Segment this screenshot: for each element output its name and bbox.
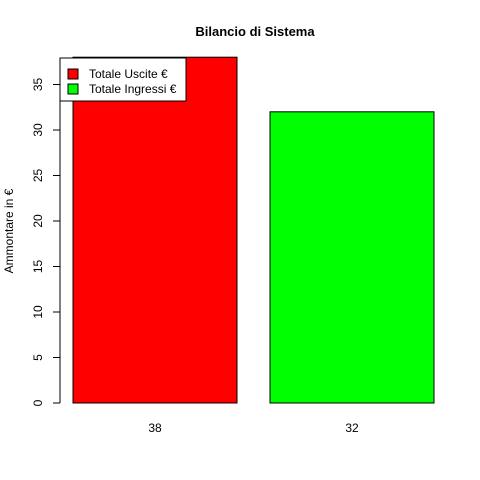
y-axis: 0 5 10 15 20 25 30 35	[31, 78, 61, 406]
y-tick-label-25: 25	[31, 169, 45, 183]
bar-38	[72, 56, 238, 404]
chart-title: Bilancio di Sistema	[195, 24, 315, 39]
legend-swatch-1	[67, 83, 79, 95]
y-tick-label-35: 35	[31, 78, 45, 92]
legend-swatch-0	[67, 68, 79, 80]
y-tick-label-0: 0	[31, 399, 45, 406]
x-tick-labels: 38 32	[148, 421, 359, 435]
legend: Totale Uscite €Totale Ingressi €	[59, 57, 187, 102]
y-tick-label-15: 15	[31, 260, 45, 274]
y-tick-label-10: 10	[31, 305, 45, 319]
legend-label-1: Totale Ingressi €	[89, 82, 177, 96]
legend-box	[59, 57, 187, 102]
y-tick-label-30: 30	[31, 123, 45, 137]
y-tick-label-20: 20	[31, 214, 45, 228]
x-tick-label-32: 32	[345, 421, 359, 435]
legend-label-0: Totale Uscite €	[89, 67, 168, 81]
bars-group	[72, 56, 435, 404]
y-axis-label: Ammontare in €	[2, 188, 16, 273]
bar-32	[269, 111, 435, 404]
y-tick-label-5: 5	[31, 354, 45, 361]
x-tick-label-38: 38	[148, 421, 162, 435]
